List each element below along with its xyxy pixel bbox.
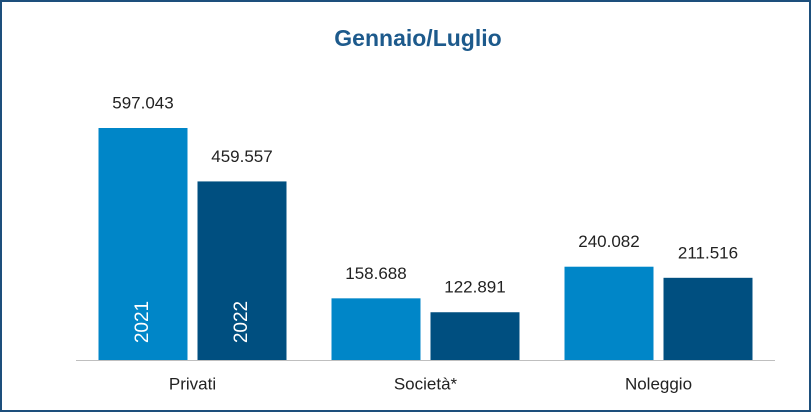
value-label: 240.082 <box>578 232 639 251</box>
value-label: 459.557 <box>211 147 272 166</box>
bar <box>564 266 654 360</box>
legend-label: 2021 <box>132 301 153 343</box>
x-tick-label: Privati <box>169 374 216 393</box>
bar <box>197 181 287 360</box>
bar <box>98 128 188 360</box>
bar <box>331 298 421 360</box>
value-label: 158.688 <box>345 264 406 283</box>
bar <box>663 277 753 360</box>
value-label: 597.043 <box>112 93 173 112</box>
value-label: 122.891 <box>444 278 505 297</box>
x-tick-label: Noleggio <box>625 374 692 393</box>
value-label: 211.516 <box>678 243 738 262</box>
chart-title: Gennaio/Luglio <box>334 25 501 51</box>
bar <box>430 312 520 360</box>
x-tick-label: Società* <box>394 374 458 393</box>
legend-label: 2022 <box>231 301 252 343</box>
